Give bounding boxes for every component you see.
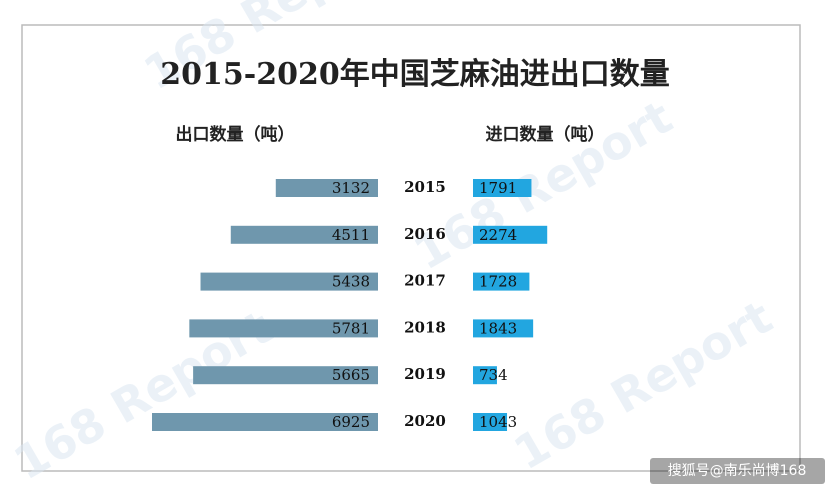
category-label: 2020 [404,412,446,430]
bar [473,319,534,338]
frame [21,24,801,472]
bar [152,413,378,431]
value-label: 5781 [332,319,370,337]
value-label: 1791 [479,179,517,197]
category-label: 2015 [404,178,446,196]
legend-entry: 进口数量（吨） [486,124,605,145]
value-label: 1043 [479,413,517,431]
source: 搜狐号@南乐尚博168 [668,462,807,479]
value-label: 6925 [332,413,370,431]
bar [200,272,378,291]
category-label: 2018 [404,318,446,336]
category-label: 2017 [404,272,446,290]
bar [473,413,508,431]
bar [473,366,497,385]
bar [473,225,548,244]
value-label: 734 [479,366,508,384]
value-label: 3132 [332,179,370,197]
category-label: 2019 [404,365,446,383]
source-bg [650,458,825,484]
bar [193,366,378,385]
chart-title: 2015-2020年中国芝麻油进出口数量 [160,57,669,92]
bar [189,319,378,338]
value-label: 5438 [332,273,370,291]
value-label: 2274 [479,226,517,244]
value-label: 5665 [332,366,370,384]
value-label: 4511 [332,226,370,244]
bar [473,272,530,291]
bar [473,179,532,197]
category-label: 2016 [404,225,446,243]
value-label: 1843 [479,319,517,337]
bar [275,179,378,197]
bar [230,225,378,244]
legend-entry: 出口数量（吨） [176,124,295,145]
value-label: 1728 [479,273,517,291]
